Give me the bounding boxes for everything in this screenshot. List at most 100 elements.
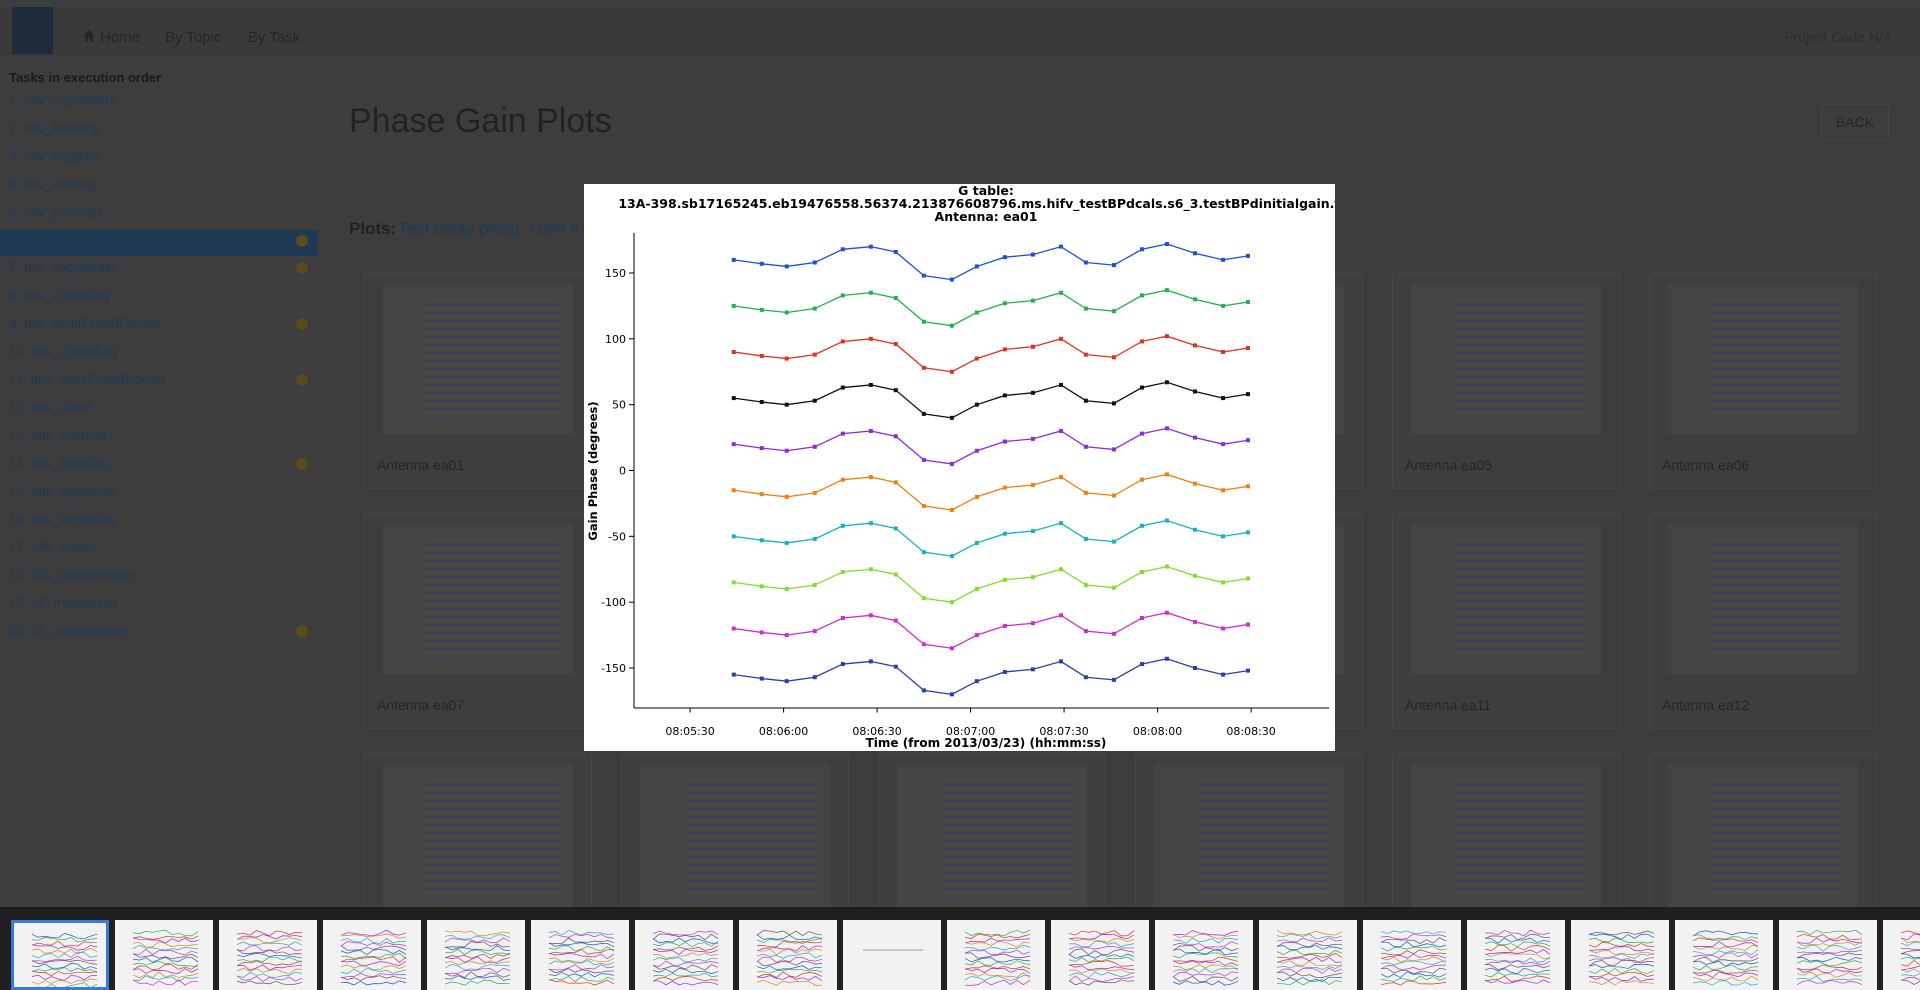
task-link[interactable]: 1. hifv_importdata bbox=[9, 93, 117, 108]
filmstrip-thumb[interactable] bbox=[1259, 920, 1357, 990]
task-link[interactable]: 12. hifv_solint bbox=[9, 399, 92, 415]
task-link[interactable]: 10. hifv_checkflag bbox=[9, 344, 118, 360]
plot-card[interactable]: Antenna ea12 bbox=[1649, 513, 1877, 729]
filmstrip-thumb[interactable] bbox=[11, 920, 109, 990]
point bbox=[1058, 659, 1063, 664]
logo[interactable] bbox=[12, 7, 53, 54]
thumb-line bbox=[652, 972, 719, 977]
thumb-line bbox=[340, 973, 407, 979]
point bbox=[1164, 380, 1169, 385]
thumb-line bbox=[444, 975, 511, 981]
plot-card[interactable]: Antenna ea01 bbox=[364, 273, 592, 489]
thumb-line bbox=[1900, 953, 1920, 959]
thumb-line bbox=[1380, 949, 1447, 956]
thumb-line bbox=[756, 945, 823, 952]
point bbox=[1192, 297, 1197, 302]
filmstrip-thumb[interactable] bbox=[1675, 920, 1773, 990]
back-button[interactable]: BACK bbox=[1821, 104, 1889, 140]
plot-link[interactable]: Gain A bbox=[529, 219, 581, 238]
thumb-line bbox=[31, 970, 98, 977]
task-link[interactable]: 6. hifv_testBPdcals bbox=[9, 232, 124, 248]
thumb-plot bbox=[1796, 929, 1863, 985]
filmstrip-thumb[interactable] bbox=[219, 920, 317, 990]
filmstrip-thumb[interactable] bbox=[1051, 920, 1149, 990]
filmstrip-thumb[interactable] bbox=[1363, 920, 1461, 990]
thumb-line bbox=[1172, 964, 1239, 971]
filmstrip-thumb[interactable] bbox=[115, 920, 213, 990]
filmstrip-thumb[interactable] bbox=[1467, 920, 1565, 990]
thumb-line bbox=[1484, 937, 1551, 944]
filmstrip-thumb[interactable] bbox=[1779, 920, 1877, 990]
point bbox=[1002, 439, 1007, 444]
task-link[interactable]: 4. hifv_vlasetjy bbox=[9, 176, 98, 192]
point bbox=[921, 504, 926, 509]
thumb-line bbox=[756, 934, 823, 940]
point bbox=[1111, 401, 1116, 406]
task-link[interactable]: 20. hif_makeimages bbox=[9, 623, 130, 639]
thumb-line bbox=[31, 940, 98, 947]
task-link[interactable]: 15. hifv_applycals bbox=[9, 483, 117, 499]
filmstrip-thumb[interactable] bbox=[323, 920, 421, 990]
filmstrip-thumb[interactable] bbox=[1571, 920, 1669, 990]
series-line bbox=[733, 335, 1249, 373]
task-link[interactable]: 13. hifv_fluxboot bbox=[9, 427, 108, 443]
task-link[interactable]: 8. hifv_checkflag bbox=[9, 288, 110, 304]
point bbox=[1164, 288, 1169, 293]
thumb-line bbox=[964, 967, 1031, 974]
filmstrip-thumb[interactable] bbox=[843, 920, 941, 990]
thumb-line bbox=[652, 937, 719, 944]
nav-link[interactable]: Home bbox=[100, 29, 141, 46]
nav-link[interactable]: By Topic bbox=[165, 29, 222, 46]
filmstrip-thumb[interactable] bbox=[947, 920, 1045, 990]
filmstrip-thumb[interactable] bbox=[739, 920, 837, 990]
nav-link[interactable]: By Task bbox=[248, 29, 301, 46]
thumb-line bbox=[31, 948, 98, 955]
filmstrip-thumb[interactable] bbox=[1883, 920, 1920, 990]
point bbox=[1140, 662, 1145, 667]
task-link[interactable]: 11. hifv_semiFinalBPdcals bbox=[9, 372, 167, 387]
task-link[interactable]: 7. hifv_flagbaddef bbox=[9, 260, 116, 276]
point bbox=[893, 342, 898, 347]
thumb-line bbox=[1380, 945, 1447, 952]
thumb-line bbox=[1588, 937, 1655, 944]
thumb-plot bbox=[756, 930, 823, 986]
point bbox=[731, 442, 736, 447]
thumb-line bbox=[236, 949, 303, 955]
filmstrip-thumb[interactable] bbox=[427, 920, 525, 990]
point bbox=[1002, 577, 1007, 582]
task-link[interactable]: 17. hifv_statwt bbox=[9, 539, 96, 555]
thumb-plot bbox=[1172, 929, 1239, 986]
plot-card[interactable]: Antenna ea06 bbox=[1649, 273, 1877, 489]
task-link[interactable]: 9. hifv_semiFinalBPdcals bbox=[9, 316, 160, 332]
filmstrip-thumb[interactable] bbox=[531, 920, 629, 990]
task-link[interactable]: 2. hifv_hanning bbox=[9, 120, 101, 136]
filmstrip-thumb[interactable] bbox=[635, 920, 733, 990]
point bbox=[1164, 426, 1169, 431]
thumb-line bbox=[236, 975, 303, 982]
thumb-line bbox=[756, 975, 823, 982]
point bbox=[840, 662, 845, 667]
point bbox=[1164, 656, 1169, 661]
point bbox=[1140, 339, 1145, 344]
plot-card[interactable]: Antenna ea05 bbox=[1392, 273, 1620, 489]
task-link[interactable]: 18. hifv_plotsummary bbox=[9, 567, 138, 583]
thumb-line bbox=[31, 963, 98, 970]
thumb-line bbox=[1900, 973, 1920, 977]
task-link[interactable]: 3. hifv_flagdata bbox=[9, 148, 101, 164]
point bbox=[1245, 530, 1250, 535]
point bbox=[1164, 334, 1169, 339]
task-link[interactable]: 5. hifv_priorcals bbox=[9, 204, 104, 220]
task-link[interactable]: 16. hifv_targetflag bbox=[9, 511, 117, 527]
filmstrip-thumb[interactable] bbox=[1155, 920, 1253, 990]
thumb-line bbox=[1172, 952, 1239, 959]
series-line bbox=[733, 612, 1249, 649]
task-link[interactable]: 19. hif_makeimlist bbox=[9, 595, 118, 611]
thumb-plot bbox=[652, 930, 719, 986]
task-link[interactable]: 14. hifv_finalcals bbox=[9, 455, 109, 471]
plot-link[interactable]: Test delay plots| bbox=[398, 219, 520, 238]
plot-card[interactable]: Antenna ea07 bbox=[364, 513, 592, 729]
thumb-line bbox=[548, 972, 615, 978]
thumb-line bbox=[1692, 971, 1759, 978]
plot-card[interactable]: Antenna ea11 bbox=[1392, 513, 1620, 729]
